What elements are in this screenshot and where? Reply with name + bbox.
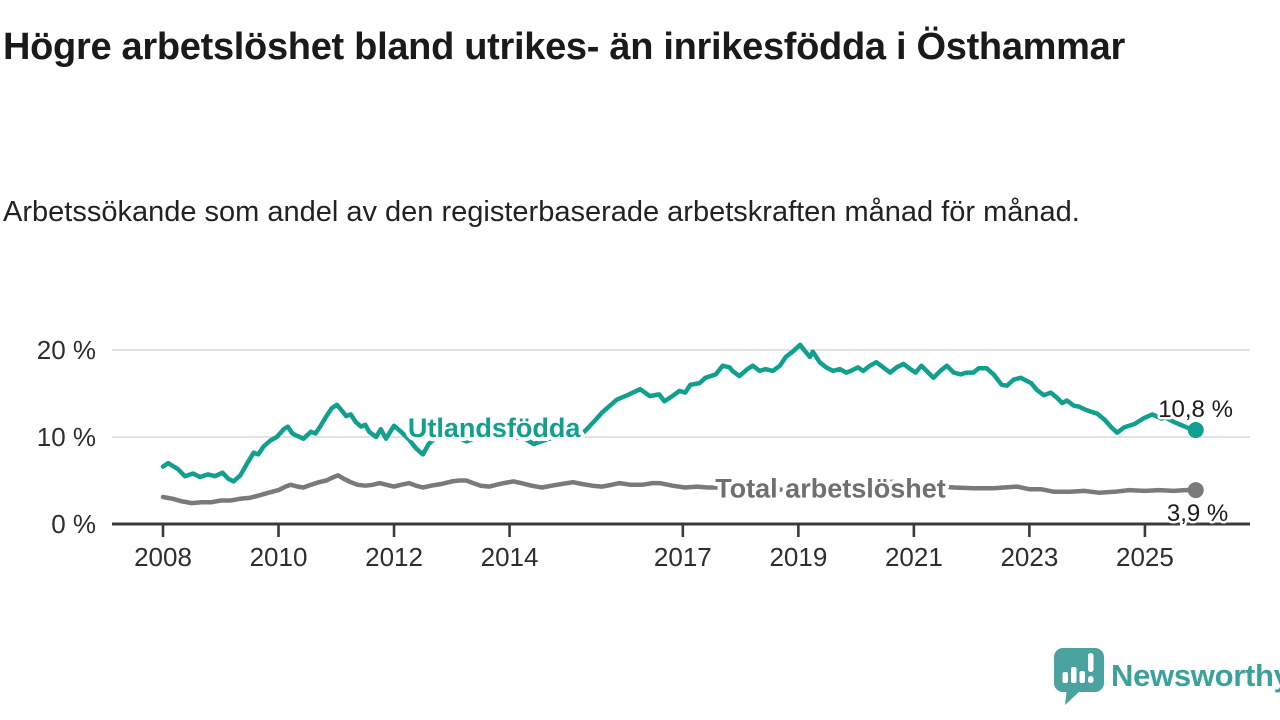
chart-annotation-1: Utlandsfödda: [408, 413, 581, 443]
chart-annotation-3: 10,8 %: [1158, 396, 1233, 423]
series-end-dot-1: [1187, 422, 1204, 439]
chart-subtitle: Arbetssökande som andel av den registerb…: [3, 196, 1080, 228]
logo-exclamation-bar: [1088, 653, 1094, 672]
unemployment-line-chart: 0 % 10 % 20 % 2008 2010 2012 2014 2017 2019 2021 2…: [37, 335, 1250, 572]
y-tick-label: 10 %: [37, 422, 96, 452]
x-tick-label: 2008: [134, 542, 192, 572]
chart-annotation-2: Total arbetslöshet: [715, 474, 946, 504]
x-tick-label: 2017: [654, 542, 712, 572]
logo-bar-3: [1079, 671, 1085, 683]
series-line-2: [160, 473, 1198, 506]
logo-exclamation-dot: [1088, 676, 1094, 683]
x-tick-label: 2019: [769, 542, 827, 572]
series-end-dot-2: [1187, 482, 1204, 499]
logo-bar-1: [1062, 672, 1068, 683]
series-line-1: [160, 342, 1198, 484]
y-tick-label: 20 %: [37, 335, 96, 365]
x-tick-label: 2021: [885, 542, 943, 572]
chart-annotation-4: 3,9 %: [1167, 500, 1228, 527]
logo-bar-2: [1071, 667, 1077, 683]
x-tick-label: 2025: [1116, 542, 1174, 572]
x-tick-label: 2014: [481, 542, 539, 572]
newsworthy-logo-text: Newsworthy: [1111, 658, 1280, 693]
y-tick-label: 0 %: [51, 509, 96, 539]
logo-bubble-shape: [1054, 648, 1104, 705]
newsworthy-logo-icon: [1054, 648, 1104, 705]
x-tick-label: 2012: [365, 542, 423, 572]
chart-title: Högre arbetslöshet bland utrikes- än inr…: [3, 26, 1125, 68]
x-tick-label: 2023: [1000, 542, 1058, 572]
x-tick-label: 2010: [250, 542, 308, 572]
newsworthy-branding: Newsworthy: [1052, 646, 1280, 706]
